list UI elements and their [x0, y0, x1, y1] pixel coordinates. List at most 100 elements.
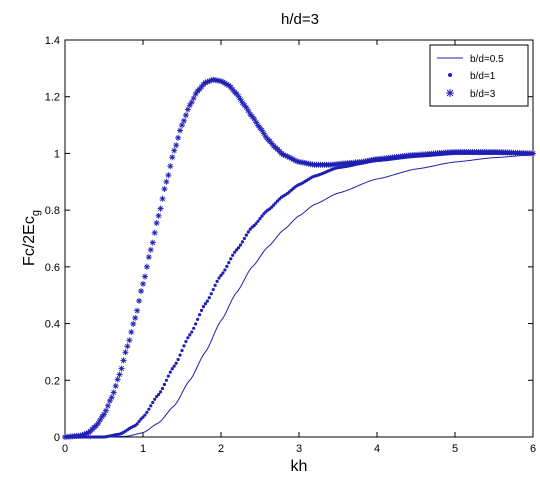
data-point-b-d-1	[238, 243, 243, 247]
data-point-b-d-1	[221, 271, 225, 275]
data-point-b-d-1	[174, 361, 178, 365]
x-tick-label: 6	[530, 443, 536, 455]
data-point-b-d-1	[141, 415, 145, 419]
y-tick-label: 0.4	[45, 319, 60, 331]
data-point-b-d-1	[197, 313, 202, 317]
x-tick-label: 3	[296, 443, 302, 455]
data-point-b-d-3	[147, 246, 154, 253]
data-point-b-d-1	[182, 344, 186, 348]
axis-tick-labels: 0 1 2 3 4 5 6 0 0.2 0.4 0.6 0.8 1 1.2 1.4	[45, 35, 536, 455]
data-point-b-d-1	[215, 279, 219, 283]
data-point-b-d-3	[165, 172, 172, 179]
data-point-b-d-3	[245, 107, 252, 114]
data-point-b-d-3	[251, 115, 258, 122]
data-point-b-d-3	[143, 263, 150, 270]
data-point-b-d-1	[160, 386, 165, 391]
data-point-b-d-3	[182, 112, 189, 119]
data-point-b-d-3	[140, 280, 146, 287]
x-tick-label: 4	[374, 443, 380, 455]
data-point-b-d-3	[177, 127, 184, 134]
data-point-b-d-3	[132, 314, 139, 321]
data-point-b-d-3	[138, 288, 145, 295]
data-point-b-d-1	[225, 264, 229, 268]
axis-ticks	[64, 39, 534, 438]
data-point-b-d-1	[248, 227, 252, 231]
y-axis-label: Fc/2Ecg	[21, 210, 42, 266]
y-tick-label: 1.4	[45, 35, 60, 47]
data-point-b-d-1	[164, 378, 168, 382]
data-point-b-d-1	[192, 326, 196, 330]
data-point-b-d-3	[134, 307, 141, 314]
data-point-b-d-3	[97, 416, 104, 423]
data-point-b-d-3	[130, 320, 137, 327]
data-point-b-d-1	[252, 223, 256, 228]
data-point-b-d-3	[151, 229, 158, 236]
data-point-b-d-3	[108, 394, 115, 401]
data-point-b-d-1	[262, 212, 266, 216]
data-point-b-d-3	[122, 349, 129, 356]
data-point-b-d-1	[203, 302, 207, 306]
data-point-b-d-3	[175, 134, 182, 141]
data-point-b-d-1	[188, 333, 192, 337]
data-point-b-d-1	[137, 419, 141, 423]
data-point-b-d-1	[194, 322, 198, 326]
data-point-b-d-3	[126, 337, 133, 344]
legend-label-0: b/d=0.5	[470, 54, 504, 65]
data-point-b-d-1	[190, 330, 194, 334]
data-point-b-d-1	[172, 364, 176, 368]
data-point-b-d-1	[170, 367, 174, 371]
data-point-b-d-1	[229, 257, 233, 261]
data-point-b-d-3	[114, 376, 121, 383]
data-point-b-d-1	[207, 296, 211, 300]
data-point-b-d-3	[173, 142, 180, 149]
data-point-b-d-1	[209, 292, 213, 296]
data-point-b-d-3	[161, 186, 168, 193]
data-point-b-d-1	[180, 348, 184, 353]
data-point-b-d-1	[155, 394, 159, 399]
x-axis-label: kh	[291, 458, 308, 475]
data-point-b-d-1	[153, 397, 157, 401]
data-point-b-d-3	[128, 329, 135, 336]
data-point-b-d-3	[171, 147, 178, 154]
y-tick-label: 0.6	[45, 262, 60, 274]
data-point-b-d-3	[192, 91, 199, 98]
data-point-b-d-3	[180, 117, 187, 124]
data-point-b-d-1	[240, 240, 245, 244]
data-point-b-d-1	[201, 305, 206, 309]
data-point-b-d-1	[254, 221, 258, 226]
data-point-b-d-1	[178, 353, 182, 357]
data-point-b-d-1	[199, 308, 204, 312]
data-point-b-d-1	[186, 336, 190, 340]
data-point-b-d-3	[153, 220, 160, 227]
data-point-b-d-3	[95, 420, 102, 427]
data-point-b-d-1	[168, 370, 172, 374]
data-point-b-d-1	[231, 253, 235, 257]
data-point-b-d-1	[227, 261, 231, 265]
data-point-b-d-3	[141, 273, 148, 280]
data-point-b-d-1	[260, 214, 264, 218]
data-point-b-d-3	[102, 407, 109, 414]
data-point-b-d-3	[530, 150, 536, 157]
data-point-b-d-3	[149, 239, 156, 246]
data-point-b-d-3	[159, 195, 166, 202]
data-point-b-d-1	[233, 250, 237, 254]
data-point-b-d-3	[163, 178, 170, 185]
x-tick-label: 2	[218, 443, 224, 455]
data-point-b-d-1	[162, 382, 167, 387]
x-tick-label: 5	[452, 443, 458, 455]
data-point-b-d-1	[176, 357, 180, 362]
data-point-b-d-1	[213, 283, 217, 287]
data-point-b-d-1	[235, 248, 239, 252]
data-point-b-d-1	[158, 390, 163, 394]
data-point-b-d-3	[167, 163, 174, 170]
data-point-b-d-1	[274, 201, 278, 205]
legend: b/d=0.5 b/d=1 b/d=3	[429, 44, 529, 107]
data-point-b-d-1	[135, 422, 139, 426]
x-tick-label: 1	[140, 443, 146, 455]
data-point-b-d-3	[120, 357, 127, 364]
series-line-b-d-0-5	[65, 154, 534, 438]
data-point-b-d-1	[205, 299, 209, 303]
data-point-b-d-1	[143, 413, 147, 417]
y-tick-label: 0	[54, 432, 60, 444]
data-point-b-d-3	[110, 389, 117, 396]
